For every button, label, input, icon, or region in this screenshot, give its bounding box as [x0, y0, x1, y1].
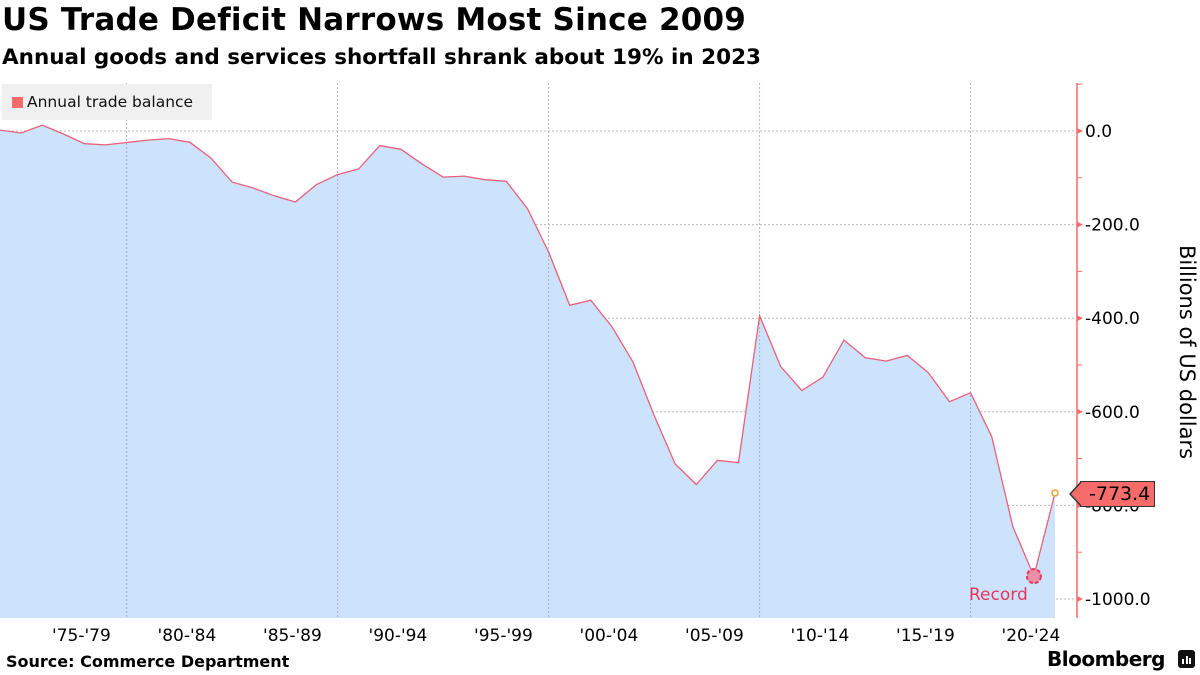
- svg-text:'85-'89: '85-'89: [263, 626, 322, 646]
- svg-text:'00-'04: '00-'04: [580, 626, 639, 646]
- svg-text:'95-'99: '95-'99: [474, 626, 533, 646]
- chart-title: US Trade Deficit Narrows Most Since 2009: [2, 2, 747, 38]
- x-axis-labels: '75-'79 '80-'84 '85-'89 '90-'94 '95-'99 '00-'…: [52, 626, 1060, 646]
- legend-swatch: [12, 96, 23, 108]
- record-label: Record: [969, 585, 1028, 605]
- svg-text:'10-'14: '10-'14: [791, 626, 850, 646]
- svg-text:'05-'09: '05-'09: [685, 626, 744, 646]
- svg-text:'75-'79: '75-'79: [52, 626, 111, 646]
- svg-text:'90-'94: '90-'94: [369, 626, 428, 646]
- svg-text:-1000.0: -1000.0: [1085, 590, 1151, 610]
- svg-text:'15-'19: '15-'19: [896, 626, 955, 646]
- y-axis-label: Billions of US dollars: [1175, 244, 1199, 460]
- source-note: Source: Commerce Department: [6, 652, 290, 671]
- svg-text:-600.0: -600.0: [1085, 403, 1140, 423]
- data-line: [0, 124, 1056, 579]
- brand-logo: Bloomberg: [1047, 647, 1165, 671]
- last-value-callout: -773.4: [1068, 481, 1156, 507]
- svg-text:-400.0: -400.0: [1085, 309, 1140, 329]
- svg-text:'80-'84: '80-'84: [158, 626, 217, 646]
- chart-subtitle: Annual goods and services shortfall shra…: [2, 45, 762, 70]
- svg-text:'20-'24: '20-'24: [1002, 626, 1061, 646]
- markers: [1025, 489, 1059, 585]
- area-fill: [0, 125, 1055, 618]
- svg-text:-200.0: -200.0: [1085, 216, 1140, 236]
- legend-label: Annual trade balance: [27, 93, 194, 111]
- bloomberg-chart-icon: [1178, 650, 1195, 668]
- y-axis: 0.0-200.0-400.0-600.0-800.0-1000.0: [1076, 83, 1151, 618]
- legend: Annual trade balance: [2, 84, 212, 120]
- svg-text:0.0: 0.0: [1085, 122, 1112, 142]
- vertical-gridlines: [126, 83, 972, 618]
